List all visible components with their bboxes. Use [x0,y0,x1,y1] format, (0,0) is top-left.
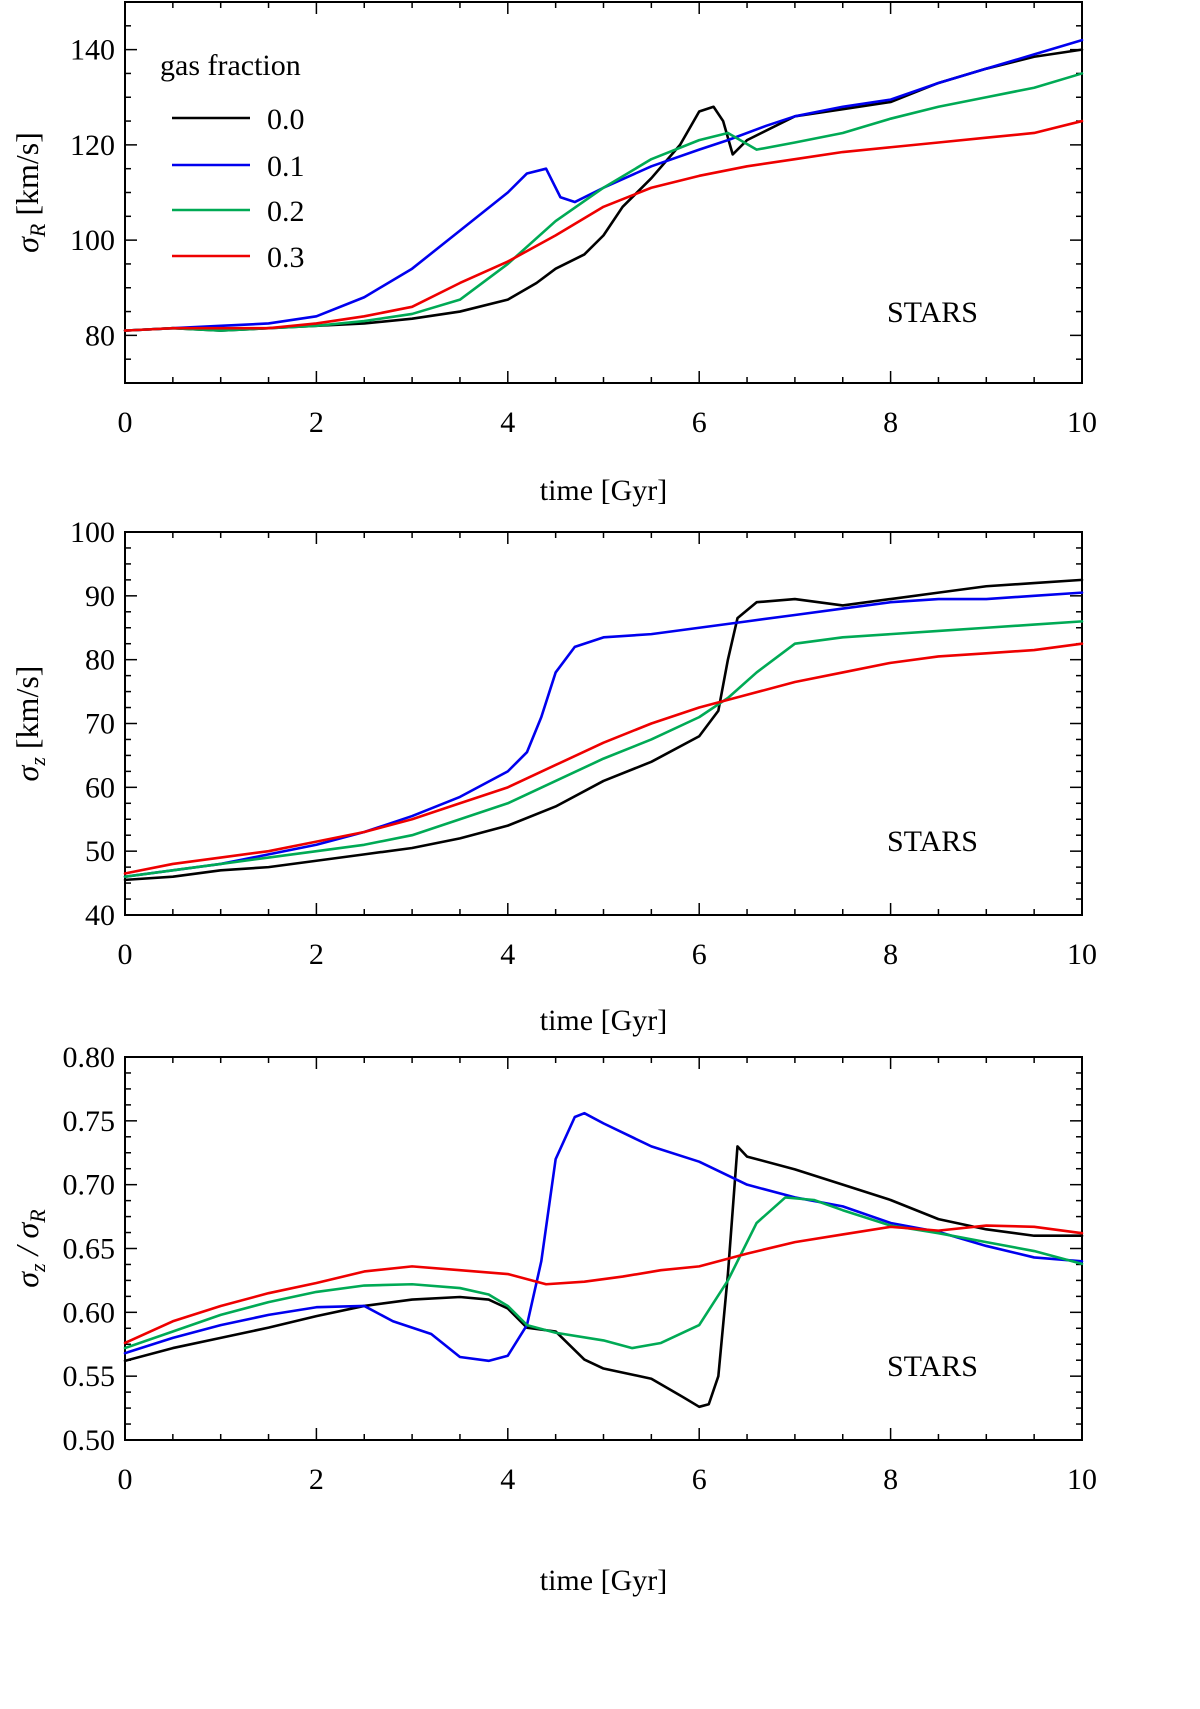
x-tick-label: 6 [692,938,707,971]
y-tick-label: 60 [85,771,115,804]
y-tick-label: 120 [70,129,115,162]
x-tick-label: 4 [500,406,515,439]
x-tick-label: 10 [1067,1463,1097,1496]
y-tick-label: 100 [70,224,115,257]
y-axis-title-subscript: R [25,223,50,238]
y-tick-label: 80 [85,319,115,352]
x-tick-label: 6 [692,406,707,439]
legend-label: 0.0 [267,103,305,136]
series-line-0.0 [123,48,1084,332]
y-axis-title-symbol: σ [9,236,45,253]
panel-ratio: 0 2 4 6 8 10 0.50 0.55 0.60 0.65 0.70 0.75 0.80 time … [9,1041,1097,1597]
x-axis-title: time [Gyr] [540,1004,667,1037]
y-axis-title-unit: [km/s] [9,132,45,224]
x-tick-label: 2 [309,406,324,439]
y-tick-label: 80 [85,644,115,677]
x-tick-label: 2 [309,938,324,971]
x-tick-label: 4 [500,1463,515,1496]
panel-sigma-z: 0 2 4 6 8 10 40 50 60 70 80 90 100 time [Gyr] σz [km/s… [9,516,1097,1037]
x-tick-label: 6 [692,1463,707,1496]
y-tick-label: 0.75 [63,1105,116,1138]
series-line-0.3 [123,1224,1084,1345]
y-tick-label: 0.60 [63,1296,116,1329]
x-tick-label: 10 [1067,938,1097,971]
x-tick-label: 8 [883,406,898,439]
y-tick-label: 100 [70,516,115,549]
legend: gas fraction 0.0 0.1 0.2 0.3 [160,49,305,274]
y-tick-label: 40 [85,899,115,932]
stars-annotation: STARS [887,1350,978,1383]
series-line-0.1 [123,591,1084,878]
y-axis-title-mid: / σ [9,1222,45,1264]
series-line-0.1 [123,1111,1084,1363]
y-axis-title: σz / σR [9,1209,50,1288]
legend-label: 0.3 [267,241,305,274]
stars-annotation: STARS [887,296,978,329]
y-axis-title-subscript: z [25,757,50,767]
y-axis-title-symbol: σ [9,1271,45,1288]
x-tick-label: 0 [118,938,133,971]
x-tick-label: 2 [309,1463,324,1496]
series-line-0.1 [123,38,1084,332]
x-tick-label: 4 [500,938,515,971]
y-tick-label: 0.55 [63,1360,116,1393]
x-tick-label: 8 [883,938,898,971]
x-axis-title: time [Gyr] [540,474,667,507]
panel-sigma-r: 0 2 4 6 8 10 80 100 120 140 time [Gyr] σR [km/s] STA… [9,1,1097,507]
y-tick-label: 0.70 [63,1169,116,1202]
legend-label: 0.2 [267,195,305,228]
x-axis-title: time [Gyr] [540,1564,667,1597]
stars-annotation: STARS [887,825,978,858]
legend-label: 0.1 [267,150,305,183]
y-tick-label: 0.80 [63,1041,116,1074]
series-line-0.3 [123,642,1084,875]
y-tick-label: 50 [85,835,115,868]
y-axis-title-symbol: σ [9,764,45,781]
series-line-0.0 [123,578,1084,882]
y-tick-label: 0.65 [63,1233,116,1266]
x-tick-label: 0 [118,406,133,439]
series-line-0.0 [123,1145,1084,1409]
y-axis-title: σz [km/s] [9,666,50,782]
x-tick-label: 10 [1067,406,1097,439]
y-axis-title: σR [km/s] [9,132,50,253]
y-axis-title-subscript-2: R [25,1209,50,1224]
y-tick-label: 70 [85,708,115,741]
y-tick-label: 90 [85,580,115,613]
x-tick-label: 8 [883,1463,898,1496]
y-axis-title-subscript: z [25,1263,50,1273]
y-axis-title-unit: [km/s] [9,666,45,758]
y-tick-label: 0.50 [63,1424,116,1457]
y-tick-label: 140 [70,34,115,67]
legend-title: gas fraction [160,49,301,82]
series-line-0.2 [123,1196,1084,1350]
series-line-0.3 [123,119,1084,332]
x-tick-label: 0 [118,1463,133,1496]
series-line-0.2 [123,620,1084,878]
